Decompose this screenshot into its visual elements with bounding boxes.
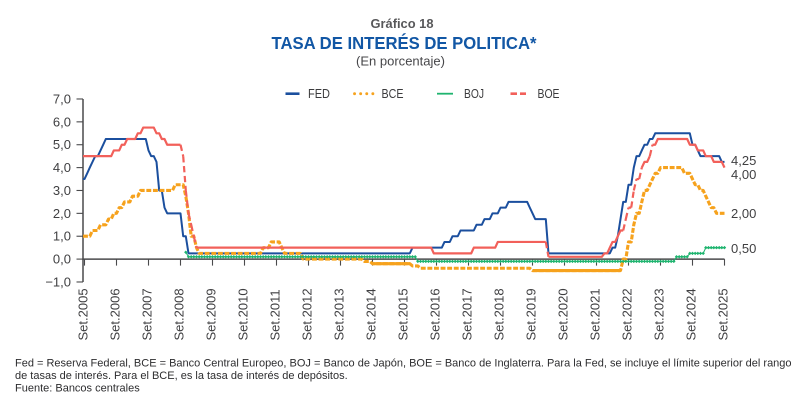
- svg-text:0,50: 0,50: [731, 241, 756, 256]
- svg-text:Set.2025: Set.2025: [716, 288, 731, 340]
- svg-text:5,0: 5,0: [53, 137, 71, 152]
- svg-text:Set.2015: Set.2015: [396, 288, 411, 340]
- svg-text:Set.2018: Set.2018: [492, 288, 507, 340]
- svg-text:Set.2013: Set.2013: [332, 288, 347, 340]
- svg-text:Set.2022: Set.2022: [620, 288, 635, 340]
- svg-text:Fed = Reserva Federal, BCE = B: Fed = Reserva Federal, BCE = Banco Centr…: [15, 358, 792, 370]
- svg-text:Set.2010: Set.2010: [236, 288, 251, 340]
- svg-text:BOJ: BOJ: [464, 87, 484, 101]
- svg-text:7,0: 7,0: [53, 91, 71, 106]
- svg-text:Set.2019: Set.2019: [524, 288, 539, 340]
- svg-text:4,0: 4,0: [53, 160, 71, 175]
- svg-text:Set.2007: Set.2007: [140, 288, 155, 340]
- svg-text:2,0: 2,0: [53, 206, 71, 221]
- svg-text:0,0: 0,0: [53, 252, 71, 267]
- svg-text:2,00: 2,00: [731, 206, 756, 221]
- svg-text:3,0: 3,0: [53, 183, 71, 198]
- svg-text:Set.2021: Set.2021: [588, 288, 603, 340]
- svg-text:Set.2020: Set.2020: [556, 288, 571, 340]
- svg-text:BCE: BCE: [382, 87, 404, 101]
- svg-text:Set.2023: Set.2023: [652, 288, 667, 340]
- svg-text:Set.2008: Set.2008: [172, 288, 187, 340]
- svg-text:4,00: 4,00: [731, 167, 756, 182]
- svg-text:de tasas de interés. Para el B: de tasas de interés. Para el BCE, es la …: [15, 370, 348, 382]
- svg-text:(En porcentaje): (En porcentaje): [356, 55, 445, 69]
- svg-text:−1,0: −1,0: [45, 274, 71, 289]
- svg-text:Set.2014: Set.2014: [364, 288, 379, 340]
- svg-text:Set.2005: Set.2005: [76, 288, 91, 340]
- svg-text:Set.2009: Set.2009: [204, 288, 219, 340]
- svg-text:TASA DE INTERÉS DE POLITICA*: TASA DE INTERÉS DE POLITICA*: [272, 33, 537, 53]
- svg-text:1,0: 1,0: [53, 229, 71, 244]
- svg-text:BOE: BOE: [538, 87, 560, 101]
- svg-text:Set.2024: Set.2024: [684, 288, 699, 340]
- svg-text:4,25: 4,25: [731, 153, 756, 168]
- svg-text:Fuente: Bancos centrales: Fuente: Bancos centrales: [15, 383, 140, 395]
- svg-text:Set.2012: Set.2012: [300, 288, 315, 340]
- svg-text:Gráfico 18: Gráfico 18: [371, 16, 434, 31]
- svg-text:Set.2006: Set.2006: [108, 288, 123, 340]
- svg-text:Set.2016: Set.2016: [428, 288, 443, 340]
- svg-text:Set.2011: Set.2011: [268, 289, 283, 340]
- svg-text:6,0: 6,0: [53, 114, 71, 129]
- svg-text:Set.2017: Set.2017: [460, 288, 475, 340]
- svg-text:FED: FED: [308, 87, 330, 101]
